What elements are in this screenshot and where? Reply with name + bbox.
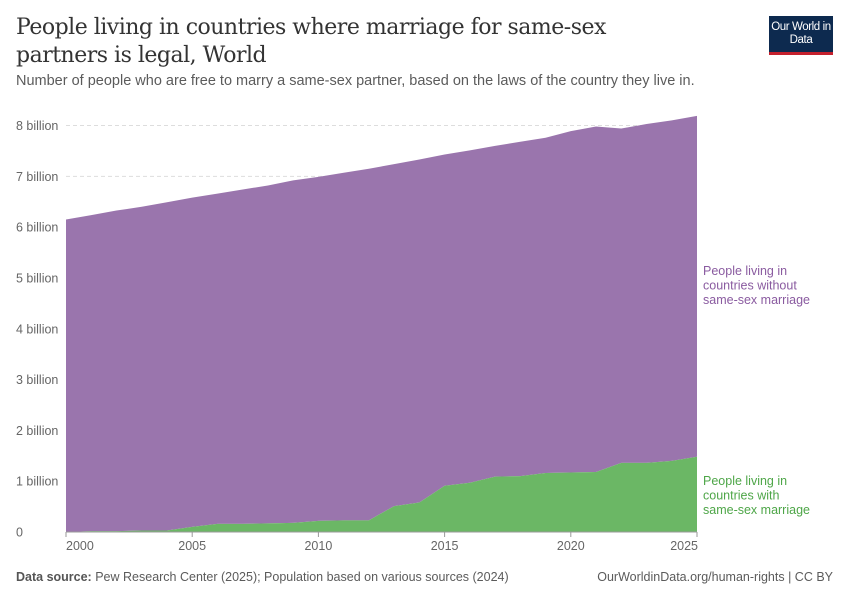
label-without-same-sex-marriage: People living in: [703, 264, 787, 278]
y-tick-label: 5 billion: [16, 271, 58, 285]
chart-title: People living in countries where marriag…: [16, 15, 606, 68]
label-without-same-sex-marriage: same-sex marriage: [703, 293, 810, 307]
y-tick-label: 1 billion: [16, 475, 58, 489]
owid-logo[interactable]: Our World in Data: [769, 16, 833, 55]
area-with-same-sex-marriage: [66, 456, 697, 532]
label-with-same-sex-marriage: same-sex marriage: [703, 503, 810, 517]
label-without-same-sex-marriage: countries without: [703, 279, 797, 293]
y-tick-label: 6 billion: [16, 221, 58, 235]
y-tick-label: 2 billion: [16, 424, 58, 438]
source-text: Pew Research Center (2025); Population b…: [95, 570, 509, 584]
x-tick-label: 2015: [431, 539, 459, 553]
x-tick-label: 2010: [304, 539, 332, 553]
footer-link[interactable]: OurWorldinData.org/human-rights | CC BY: [597, 570, 833, 584]
label-with-same-sex-marriage: countries with: [703, 489, 779, 503]
source-label: Data source:: [16, 570, 92, 584]
x-tick-label: 2000: [66, 539, 94, 553]
x-tick-label: 2020: [557, 539, 585, 553]
label-with-same-sex-marriage: People living in: [703, 474, 787, 488]
y-tick-label: 0: [16, 526, 23, 540]
x-tick-label: 2025: [670, 539, 698, 553]
y-tick-label: 8 billion: [16, 119, 58, 133]
y-tick-label: 4 billion: [16, 322, 58, 336]
y-tick-label: 3 billion: [16, 373, 58, 387]
area-without-same-sex-marriage: [66, 115, 697, 532]
chart-subtitle: Number of people who are free to marry a…: [16, 73, 695, 89]
y-tick-label: 7 billion: [16, 170, 58, 184]
x-tick-label: 2005: [178, 539, 206, 553]
data-source: Data source: Pew Research Center (2025);…: [16, 570, 509, 584]
